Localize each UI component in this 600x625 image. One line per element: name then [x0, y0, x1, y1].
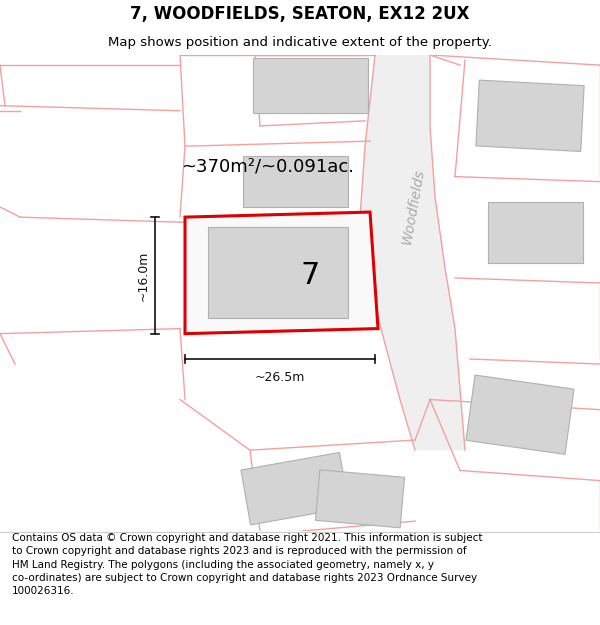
- Text: Contains OS data © Crown copyright and database right 2021. This information is : Contains OS data © Crown copyright and d…: [12, 533, 482, 596]
- Text: 7: 7: [301, 261, 320, 291]
- Text: Woodfields: Woodfields: [400, 168, 427, 246]
- Text: ~370m²/~0.091ac.: ~370m²/~0.091ac.: [182, 158, 355, 176]
- Polygon shape: [466, 375, 574, 454]
- Polygon shape: [242, 156, 347, 207]
- Text: ~16.0m: ~16.0m: [137, 250, 149, 301]
- Polygon shape: [360, 55, 465, 450]
- Polygon shape: [487, 202, 583, 262]
- Polygon shape: [241, 452, 349, 525]
- Polygon shape: [316, 470, 404, 528]
- Text: 7, WOODFIELDS, SEATON, EX12 2UX: 7, WOODFIELDS, SEATON, EX12 2UX: [130, 5, 470, 22]
- Polygon shape: [208, 228, 348, 319]
- Polygon shape: [185, 212, 378, 334]
- Polygon shape: [253, 58, 367, 113]
- Text: Map shows position and indicative extent of the property.: Map shows position and indicative extent…: [108, 36, 492, 49]
- Polygon shape: [476, 80, 584, 151]
- Text: ~26.5m: ~26.5m: [255, 371, 305, 384]
